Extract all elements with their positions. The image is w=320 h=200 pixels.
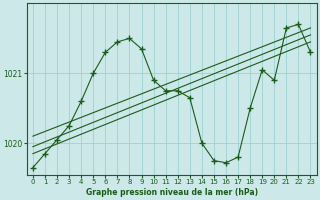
X-axis label: Graphe pression niveau de la mer (hPa): Graphe pression niveau de la mer (hPa) [86,188,258,197]
